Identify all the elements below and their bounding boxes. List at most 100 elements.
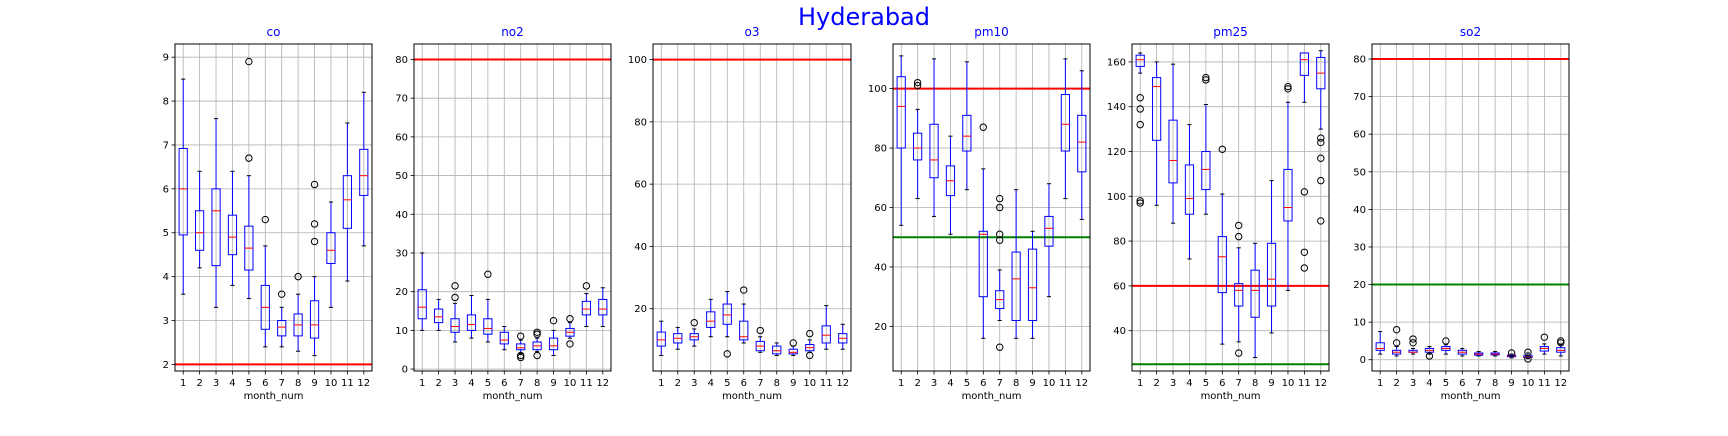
box-11 (581, 300, 591, 316)
outlier-point (245, 154, 253, 162)
box-3 (929, 123, 939, 179)
box-1 (417, 289, 427, 320)
y-tick-label: 50 (395, 171, 408, 182)
box-7 (516, 343, 526, 351)
box-11 (342, 175, 352, 229)
x-tick-label: 8 (774, 378, 780, 389)
x-tick-label: 10 (325, 378, 338, 389)
x-tick-label: 5 (485, 378, 491, 389)
box-1 (1375, 342, 1385, 351)
x-tick-label: 12 (1075, 378, 1088, 389)
y-tick-label: 60 (1353, 130, 1366, 141)
y-tick-label: 20 (1353, 280, 1366, 291)
x-tick-label: 2 (1393, 378, 1399, 389)
box-3 (1168, 119, 1178, 184)
outlier-point (1557, 339, 1565, 347)
x-tick-label: 2 (1153, 378, 1159, 389)
x-tick-label: 10 (564, 378, 577, 389)
x-tick-label: 4 (947, 378, 953, 389)
x-tick-label: 1 (419, 378, 425, 389)
box-1 (656, 331, 666, 347)
box-2 (195, 210, 205, 251)
x-tick-label: 8 (1492, 378, 1498, 389)
outlier-point (996, 203, 1004, 212)
x-tick-label: 11 (1538, 378, 1551, 389)
box-10 (1044, 215, 1054, 247)
outlier-point (1136, 105, 1144, 113)
box-9 (1266, 242, 1277, 307)
box-6 (739, 320, 749, 341)
y-tick-label: 40 (874, 262, 887, 273)
figure-title: Hyderabad (798, 3, 930, 31)
x-tick-label: 6 (1219, 378, 1225, 389)
y-tick-label: 160 (1107, 57, 1126, 68)
x-axis-label: month_num (483, 391, 543, 402)
x-tick-label: 3 (213, 378, 219, 389)
x-axis-label: month_num (1441, 391, 1501, 402)
x-tick-label: 1 (898, 378, 904, 389)
subplot-title: no2 (501, 25, 524, 39)
box-2 (434, 308, 444, 324)
x-tick-label: 7 (279, 378, 285, 389)
y-tick-label: 120 (1107, 147, 1126, 158)
outlier-point (1392, 325, 1401, 334)
x-tick-label: 11 (1298, 378, 1311, 389)
subplot-title: o3 (745, 25, 760, 39)
x-tick-label: 9 (1029, 378, 1035, 389)
outlier-point (1202, 76, 1210, 84)
box-1 (178, 147, 188, 236)
x-tick-label: 8 (1013, 378, 1019, 389)
x-tick-label: 6 (980, 378, 986, 389)
box-6 (1217, 236, 1227, 294)
outlier-point (1300, 188, 1309, 196)
outlier-point (996, 194, 1004, 203)
x-tick-label: 4 (229, 378, 235, 389)
x-tick-label: 12 (1554, 378, 1567, 389)
y-tick-label: 7 (163, 140, 169, 151)
outlier-point (1317, 134, 1325, 142)
x-tick-label: 3 (1170, 378, 1176, 389)
axes-frame (1371, 43, 1570, 372)
x-tick-label: 9 (1268, 378, 1274, 389)
y-tick-label: 2 (163, 360, 169, 371)
box-9 (309, 300, 320, 339)
x-tick-label: 5 (724, 378, 730, 389)
outlier-point (1317, 138, 1325, 147)
box-4 (466, 314, 477, 331)
x-tick-label: 5 (1203, 378, 1209, 389)
x-tick-label: 1 (658, 378, 664, 389)
box-9 (548, 337, 559, 351)
outlier-point (1317, 154, 1325, 162)
y-tick-label: 0 (1360, 355, 1366, 366)
x-tick-label: 5 (1443, 378, 1449, 389)
y-tick-label: 40 (1113, 326, 1126, 337)
outlier-point (1235, 232, 1243, 241)
x-tick-label: 2 (435, 378, 441, 389)
outlier-point (1136, 94, 1144, 102)
x-tick-label: 4 (1186, 378, 1192, 389)
x-tick-label: 4 (468, 378, 474, 389)
axes-frame (1131, 43, 1330, 372)
x-tick-label: 3 (691, 378, 697, 389)
subplot-title: co (267, 25, 281, 39)
outlier-point (1557, 337, 1565, 345)
outlier-point (1442, 337, 1450, 345)
axes-frame (652, 43, 852, 372)
box-6 (499, 331, 509, 345)
box-12 (359, 148, 369, 196)
y-tick-label: 30 (1353, 242, 1366, 253)
outlier-point (566, 315, 574, 323)
box-10 (1283, 168, 1293, 222)
outlier-point (451, 293, 459, 302)
x-tick-label: 8 (1252, 378, 1258, 389)
box-7 (277, 320, 287, 337)
outlier-point (245, 57, 253, 66)
outlier-point (690, 319, 698, 327)
x-tick-label: 7 (997, 378, 1003, 389)
x-axis-label: month_num (244, 391, 304, 402)
outlier-point (310, 180, 319, 189)
outlier-point (533, 351, 541, 360)
outlier-point (1218, 145, 1226, 153)
